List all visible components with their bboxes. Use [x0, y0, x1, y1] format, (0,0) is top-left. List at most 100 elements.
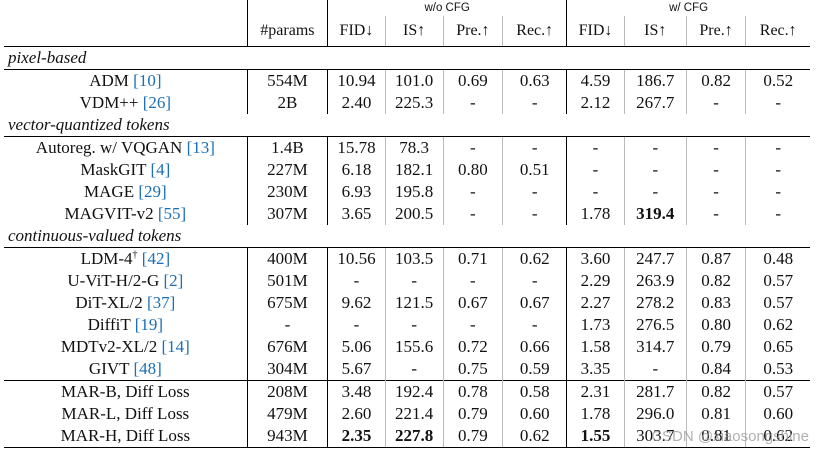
metric-cell: 1.58 [566, 336, 625, 358]
params-cell: 479M [247, 403, 329, 425]
params-cell: - [247, 314, 329, 336]
table-row: Autoreg. w/ VQGAN [13] 1.4B 15.78 78.3- - - - -… [4, 136, 810, 159]
citation-link[interactable]: [13] [186, 138, 215, 157]
citation-link[interactable]: [29] [138, 182, 167, 201]
metric-cell: 0.69 [443, 69, 504, 92]
metric-cell: 1.78 [566, 403, 625, 425]
params-cell: 400M [247, 247, 329, 270]
metric-cell: 0.82 [686, 380, 747, 403]
metric-cell: 0.60 [502, 403, 568, 425]
method-name: MAR-B, Diff Loss [61, 382, 190, 401]
params-cell: 554M [247, 69, 329, 92]
section-header-row: vector-quantized tokens [4, 114, 810, 137]
metric-cell: - [502, 181, 568, 203]
metric-cell: - [566, 181, 625, 203]
results-table: w/o CFG w/ CFG #params FID↓ IS↑ Pre.↑ Re… [4, 0, 810, 448]
metric-cell: 0.71 [443, 247, 504, 270]
metric-cell: 0.62 [502, 247, 568, 270]
metric-cell: - [686, 203, 747, 225]
metric-cell: 0.80 [443, 159, 504, 181]
metric-cell: 0.53 [763, 359, 794, 378]
table-row: DiT-XL/2 [37] 675M 9.62 121.5 0.67 0.67 2.27 27… [4, 292, 810, 314]
table-row: MDTv2-XL/2 [14] 676M 5.06 155.6 0.72 0.66 1.58… [4, 336, 810, 358]
table-row: VDM++ [26] 2B 2.40 225.3- -2.12 267.7- - [4, 92, 810, 114]
method-cell: GIVT [48] [4, 358, 248, 381]
params-cell: 304M [247, 358, 329, 381]
table-row: GIVT [48] 304M 5.67-0.75 0.59 3.35-0.84 0.53 [4, 358, 810, 381]
metric-cell: 6.18 [327, 159, 386, 181]
table-row: MAR-H, Diff Loss 943M 2.35 227.8 0.79 0.62 1.5… [4, 425, 810, 448]
metric-cell: - [775, 204, 782, 223]
metric-cell: 0.62 [502, 425, 568, 448]
metric-cell: 0.67 [502, 292, 568, 314]
metric-cell: 0.82 [686, 270, 747, 292]
citation-link[interactable]: [4] [150, 160, 171, 179]
metric-cell: - [443, 270, 504, 292]
results-table-container: w/o CFG w/ CFG #params FID↓ IS↑ Pre.↑ Re… [4, 0, 810, 448]
method-cell: DiT-XL/2 [37] [4, 292, 248, 314]
section-header-row: pixel-based [4, 46, 810, 70]
params-cell: 208M [247, 380, 329, 403]
metric-cell: - [502, 314, 568, 336]
metric-cell: - [385, 270, 444, 292]
column-header-rec-cfg: Rec.↑ [745, 16, 810, 47]
table-row: DiffiT [19] - - - - -1.73 276.5 0.80 0.62 [4, 314, 810, 336]
params-cell: 1.4B [247, 136, 329, 159]
metric-cell: 5.06 [327, 336, 386, 358]
metric-cell: 0.66 [502, 336, 568, 358]
metric-cell: - [686, 136, 747, 159]
metric-cell: 0.59 [502, 358, 568, 381]
table-row: MAR-B, Diff Loss 208M 3.48 192.4 0.78 0.58 2.3… [4, 380, 810, 403]
metric-cell: 6.93 [327, 181, 386, 203]
metric-cell: 3.60 [566, 247, 625, 270]
metric-cell: 276.5 [624, 314, 687, 336]
metric-cell: - [624, 159, 687, 181]
metric-cell: - [686, 181, 747, 203]
citation-link[interactable]: [48] [133, 359, 162, 378]
method-name: Autoreg. w/ VQGAN [35, 138, 183, 157]
table-row: ADM [10] 554M 10.94 101.0 0.69 0.63 4.59 186.7 0… [4, 69, 810, 92]
metric-cell: 121.5 [385, 292, 444, 314]
metric-cell: 0.62 [745, 425, 810, 448]
metric-cell: 2.27 [566, 292, 625, 314]
metric-cell: 263.9 [624, 270, 687, 292]
column-header-rec: Rec.↑ [502, 16, 568, 47]
metric-cell: 0.79 [443, 403, 504, 425]
method-name: MAGE [84, 182, 135, 201]
table-row: MAR-L, Diff Loss 479M 2.60 221.4 0.79 0.60 1.7… [4, 403, 810, 425]
metric-cell: 3.65 [327, 203, 386, 225]
metric-cell: 281.7 [624, 380, 687, 403]
citation-link[interactable]: [10] [133, 71, 162, 90]
citation-link[interactable]: [14] [161, 337, 190, 356]
metric-cell: 3.35 [566, 358, 625, 381]
citation-link[interactable]: [37] [147, 293, 176, 312]
metric-cell: 296.0 [624, 403, 687, 425]
metric-cell: 0.75 [443, 358, 504, 381]
metric-cell: - [327, 270, 386, 292]
metric-cell: 1.55 [566, 425, 625, 448]
method-cell: MAR-B, Diff Loss [4, 380, 248, 403]
citation-link[interactable]: [26] [142, 93, 172, 112]
metric-cell: 0.83 [686, 292, 747, 314]
citation-link[interactable]: [42] [141, 249, 171, 268]
metric-cell: 0.79 [443, 425, 504, 448]
method-name: VDM++ [79, 93, 139, 112]
citation-link[interactable]: [2] [163, 271, 184, 290]
metric-cell: 0.58 [502, 380, 568, 403]
citation-link[interactable]: [19] [134, 315, 164, 334]
metric-cell: - [566, 136, 625, 159]
params-cell: 943M [247, 425, 329, 448]
metric-cell: 5.67 [327, 358, 386, 381]
params-cell: 307M [247, 203, 329, 225]
table-body: pixel-based ADM [10] 554M 10.94 101.0 0.69 0.6… [4, 46, 810, 448]
method-name: U-ViT-H/2-G [67, 271, 160, 290]
metric-cell: 0.67 [443, 292, 504, 314]
section-title: vector-quantized tokens [4, 114, 810, 137]
metric-cell: - [385, 358, 444, 381]
table-row: MAGE [29] 230M 6.93 195.8- - - - - - [4, 181, 810, 203]
metric-cell: 9.62 [327, 292, 386, 314]
citation-link[interactable]: [55] [157, 204, 187, 223]
metric-cell: 0.65 [763, 337, 794, 356]
metric-cell: 0.78 [443, 380, 504, 403]
method-cell: MaskGIT [4] [4, 159, 248, 181]
